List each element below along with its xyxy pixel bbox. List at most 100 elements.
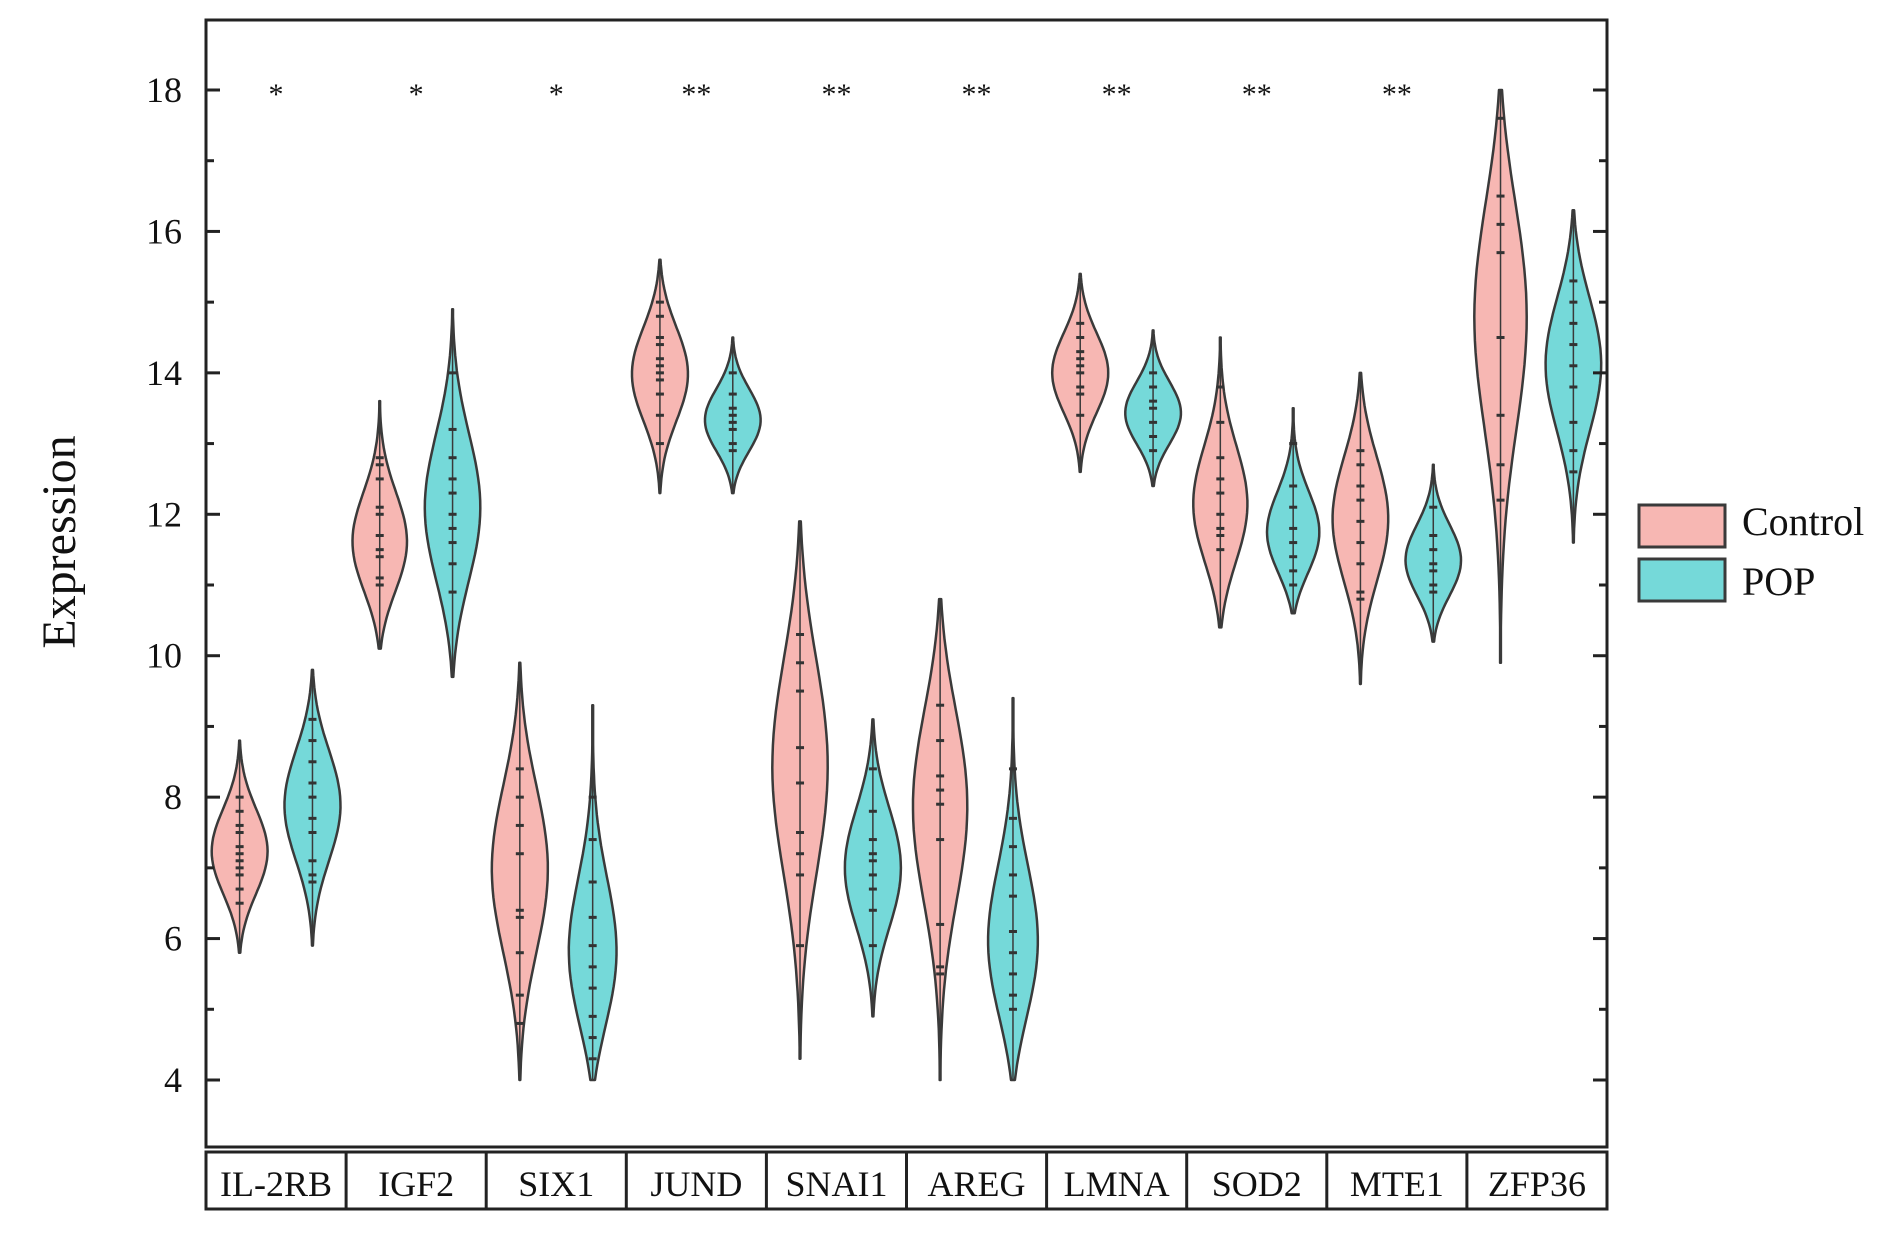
data-point [655, 314, 664, 318]
data-point [1149, 435, 1158, 438]
data-point [1289, 569, 1298, 573]
category-labels: IL-2RB IGF2 SIX1 JUND SNAI1 AREG LMNA SOD2 MTE1 Z… [220, 1152, 1586, 1209]
data-point [588, 1014, 597, 1018]
data-point [868, 908, 877, 912]
data-point [308, 873, 317, 877]
significance-marker: ** [1102, 78, 1132, 111]
y-tick-label: 6 [164, 919, 182, 959]
data-point [515, 795, 524, 799]
data-point [1149, 420, 1158, 424]
data-point [1008, 845, 1017, 849]
data-point [448, 456, 457, 460]
data-point [728, 442, 737, 446]
significance-marker: ** [681, 78, 711, 111]
data-point [235, 873, 244, 877]
data-point [936, 739, 945, 743]
data-point [1149, 406, 1158, 410]
category-label: SOD2 [1212, 1164, 1302, 1204]
data-point [1289, 526, 1298, 530]
y-tick-label: 16 [146, 211, 182, 251]
data-point [1008, 930, 1017, 933]
data-point [448, 590, 457, 594]
data-point [235, 795, 244, 799]
category-label: LMNA [1064, 1164, 1170, 1204]
data-point [308, 831, 317, 834]
data-point [936, 965, 945, 969]
data-point [235, 831, 244, 834]
data-point [796, 873, 805, 877]
data-point [1496, 222, 1505, 226]
data-point [1569, 300, 1578, 304]
data-point [1569, 321, 1578, 325]
data-point [868, 873, 877, 877]
data-point [1289, 555, 1298, 559]
data-point [1429, 583, 1438, 587]
data-point [588, 1036, 597, 1040]
data-point [1149, 385, 1158, 389]
data-point [728, 371, 737, 375]
data-point [448, 512, 457, 516]
data-point [1149, 399, 1158, 403]
data-point [868, 944, 877, 948]
data-point [588, 795, 597, 799]
data-point [448, 562, 457, 566]
data-point [375, 548, 384, 552]
data-point [235, 859, 244, 863]
data-point [1216, 477, 1225, 481]
data-point [515, 915, 524, 919]
data-point [375, 477, 384, 481]
data-point [375, 505, 384, 509]
data-point [655, 364, 664, 368]
data-point [448, 371, 457, 375]
data-point [1008, 972, 1017, 976]
data-point [1356, 597, 1365, 601]
data-point [1429, 505, 1438, 509]
y-tick-label: 14 [146, 353, 182, 393]
data-point [235, 866, 244, 870]
data-point [655, 357, 664, 361]
data-point [515, 1021, 524, 1025]
data-point [796, 746, 805, 750]
data-point [936, 703, 945, 707]
data-point [1356, 519, 1365, 523]
data-point [308, 781, 317, 785]
data-point [868, 859, 877, 863]
y-tick-label: 10 [146, 636, 182, 676]
data-point [868, 809, 877, 813]
y-tick-label: 12 [146, 494, 182, 534]
data-point [868, 767, 877, 771]
significance-markers: * * * ** ** ** ** ** ** [269, 78, 1412, 111]
data-point [1216, 420, 1225, 424]
data-point [655, 343, 664, 347]
data-point [936, 838, 945, 842]
data-point [1496, 116, 1505, 120]
data-point [936, 972, 945, 976]
data-point [1008, 767, 1017, 771]
data-point [655, 392, 664, 396]
data-point [1216, 491, 1225, 495]
data-point [588, 965, 597, 969]
data-point [796, 633, 805, 636]
data-point [1356, 541, 1365, 545]
category-label: ZFP36 [1488, 1164, 1586, 1204]
data-point [1149, 449, 1158, 453]
data-point [1216, 512, 1225, 516]
data-point [1076, 336, 1085, 339]
data-point [1076, 321, 1085, 325]
data-point [515, 767, 524, 771]
data-point [1216, 548, 1225, 552]
data-point [308, 717, 317, 721]
significance-marker: ** [1382, 78, 1412, 111]
data-point [375, 534, 384, 537]
data-point [308, 859, 317, 863]
violins-layer [210, 88, 1603, 1082]
data-point [1216, 534, 1225, 537]
data-point [375, 512, 384, 516]
data-point [1076, 371, 1085, 375]
data-point [1429, 562, 1438, 566]
data-point [588, 880, 597, 884]
data-point [796, 781, 805, 785]
data-point [1216, 526, 1225, 530]
data-point [936, 922, 945, 926]
